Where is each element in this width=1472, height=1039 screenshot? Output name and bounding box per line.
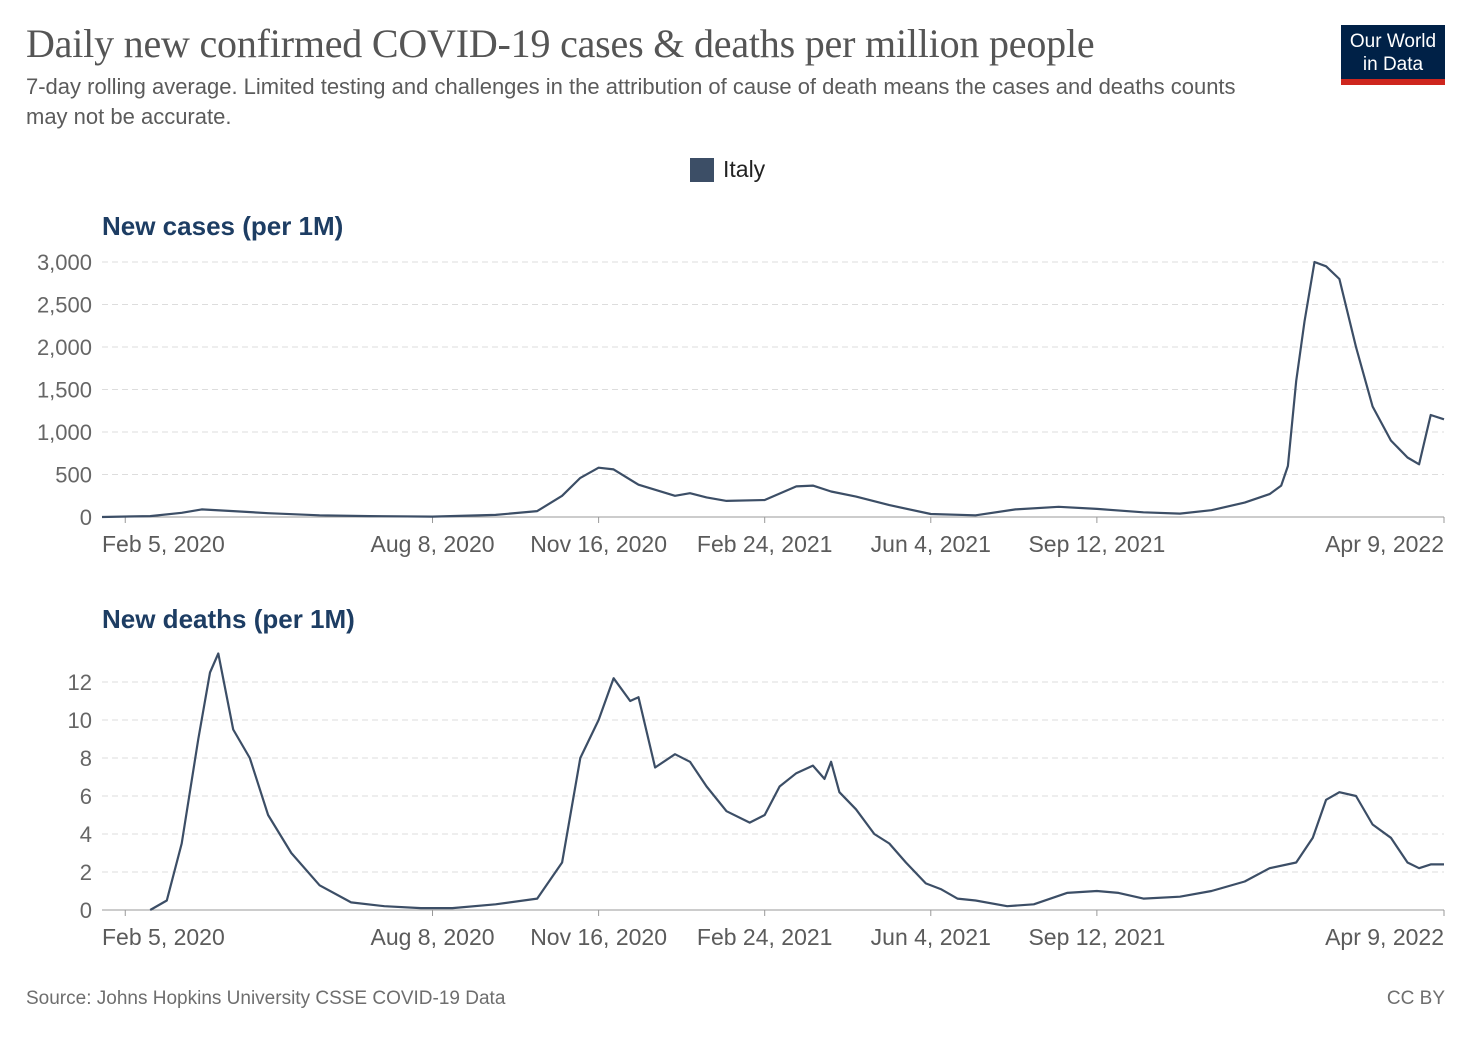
source-link[interactable]: Source: Johns Hopkins University CSSE CO… — [26, 988, 506, 1009]
cases-x-tick-label: Aug 8, 2020 — [370, 531, 494, 557]
deaths-series-line-italy[interactable] — [149, 652, 1444, 911]
cases-y-tick-label: 2,500 — [37, 293, 92, 318]
cases-x-tick-label: Apr 9, 2022 — [1325, 531, 1444, 557]
deaths-y-tick-label: 0 — [80, 898, 92, 923]
deaths-y-tick-label: 2 — [80, 860, 92, 885]
cases-x-tick-label: Feb 5, 2020 — [102, 531, 225, 557]
logo-line-2: in Data — [1362, 54, 1424, 75]
chart-subtitle: 7-day rolling average. Limited testing a… — [26, 74, 1236, 129]
cases-x-tick-label: Jun 4, 2021 — [871, 531, 991, 557]
deaths-x-tick-label: Apr 9, 2022 — [1325, 924, 1444, 950]
logo-line-1: Our World — [1349, 31, 1437, 52]
deaths-y-tick-label: 10 — [68, 708, 92, 733]
cases-y-tick-label: 1,000 — [37, 420, 92, 445]
deaths-y-tick-label: 8 — [80, 746, 92, 771]
cases-y-tick-label: 1,500 — [37, 378, 92, 403]
license-link[interactable]: CC BY — [1386, 988, 1445, 1009]
cases-panel-title: New cases (per 1M) — [102, 211, 343, 241]
cases-y-tick-label: 0 — [80, 505, 92, 530]
deaths-x-tick-label: Nov 16, 2020 — [530, 924, 667, 950]
cases-y-tick-label: 3,000 — [37, 250, 92, 275]
cases-x-tick-label: Sep 12, 2021 — [1028, 531, 1165, 557]
deaths-panel-title: New deaths (per 1M) — [102, 604, 355, 634]
legend[interactable]: Italy — [690, 156, 765, 183]
legend-label-italy: Italy — [723, 156, 766, 182]
deaths-y-tick-label: 12 — [68, 670, 92, 695]
cases-y-tick-label: 500 — [55, 463, 92, 488]
cases-y-tick-label: 2,000 — [37, 335, 92, 360]
deaths-x-tick-label: Feb 5, 2020 — [102, 924, 225, 950]
cases-series-line-italy[interactable] — [101, 260, 1445, 519]
cases-chart-panel: New cases (per 1M) 0 500 1,000 1,500 2,000 2,5… — [37, 211, 1445, 557]
deaths-x-tick-label: Feb 24, 2021 — [697, 924, 833, 950]
cases-x-tick-label: Feb 24, 2021 — [697, 531, 833, 557]
deaths-x-tick-label: Sep 12, 2021 — [1028, 924, 1165, 950]
legend-swatch-italy — [690, 157, 714, 182]
deaths-x-tick-label: Jun 4, 2021 — [871, 924, 991, 950]
owid-logo[interactable]: Our World in Data — [1341, 25, 1445, 85]
deaths-chart-panel: New deaths (per 1M) 0 2 4 6 8 10 12 Feb 5, 2020 A… — [68, 604, 1445, 950]
deaths-y-tick-label: 6 — [80, 784, 92, 809]
deaths-y-tick-label: 4 — [80, 822, 92, 847]
chart-title: Daily new confirmed COVID-19 cases & dea… — [26, 21, 1095, 66]
cases-x-tick-label: Nov 16, 2020 — [530, 531, 667, 557]
deaths-x-tick-label: Aug 8, 2020 — [370, 924, 494, 950]
